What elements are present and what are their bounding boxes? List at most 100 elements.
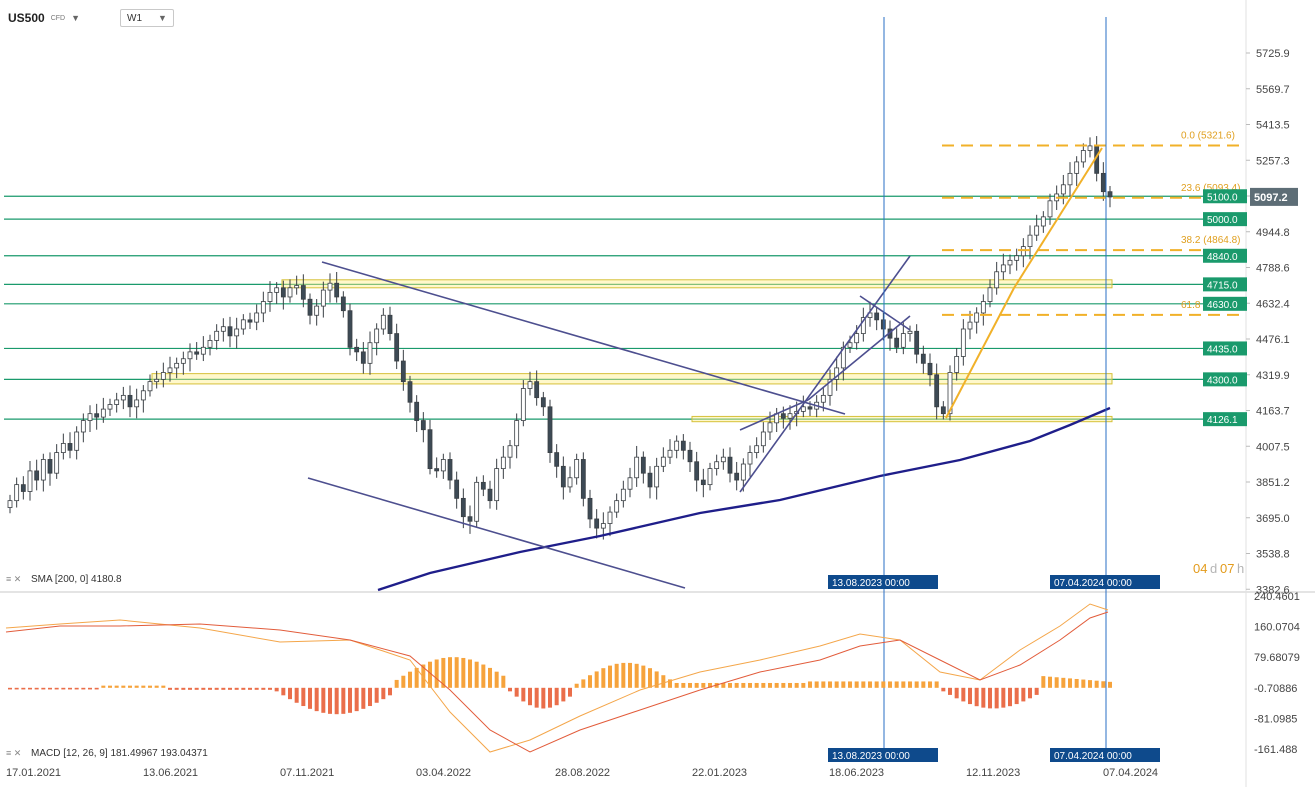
candle-body[interactable] [1047, 200, 1053, 218]
candle-body[interactable] [200, 346, 206, 355]
candle-body[interactable] [900, 333, 906, 348]
trend-line[interactable] [321, 261, 846, 415]
trend-line[interactable] [307, 477, 686, 589]
candle-body[interactable] [294, 285, 300, 289]
candle-body[interactable] [140, 390, 146, 401]
candle-body[interactable] [407, 381, 413, 403]
candle-body[interactable] [1034, 225, 1040, 236]
symbol-chevron-down-icon[interactable]: ▼ [71, 13, 81, 23]
candle-body[interactable] [1067, 172, 1073, 186]
candle-body[interactable] [394, 333, 400, 362]
candle-body[interactable] [974, 312, 980, 323]
candle-body[interactable] [414, 401, 420, 421]
candle-body[interactable] [334, 282, 340, 298]
candle-body[interactable] [40, 459, 46, 481]
candle-body[interactable] [367, 342, 373, 364]
candle-body[interactable] [947, 372, 953, 415]
candle-body[interactable] [874, 312, 880, 321]
candle-body[interactable] [580, 459, 586, 499]
candle-body[interactable] [720, 456, 726, 463]
trend-line[interactable] [739, 255, 911, 493]
candle-body[interactable] [427, 429, 433, 470]
macd-line[interactable] [5, 603, 1109, 753]
candle-body[interactable] [467, 516, 473, 522]
candle-body[interactable] [240, 319, 246, 330]
candle-body[interactable] [440, 459, 446, 472]
candle-body[interactable] [220, 326, 226, 332]
candle-body[interactable] [687, 449, 693, 463]
candle-body[interactable] [74, 431, 80, 451]
candle-body[interactable] [420, 420, 426, 431]
candle-body[interactable] [834, 367, 840, 380]
candle-body[interactable] [754, 445, 760, 453]
candle-body[interactable] [114, 399, 120, 405]
candle-body[interactable] [594, 518, 600, 529]
candle-body[interactable] [214, 330, 220, 341]
candle-body[interactable] [27, 470, 33, 492]
candle-body[interactable] [1027, 234, 1033, 248]
candle-body[interactable] [740, 463, 746, 481]
candle-body[interactable] [547, 406, 553, 453]
candle-body[interactable] [967, 321, 973, 330]
candle-body[interactable] [667, 449, 673, 458]
candle-body[interactable] [760, 431, 766, 447]
candle-body[interactable] [47, 459, 53, 474]
candle-body[interactable] [87, 413, 93, 421]
candle-body[interactable] [987, 287, 993, 302]
candle-body[interactable] [940, 406, 946, 415]
candle-body[interactable] [174, 362, 180, 369]
candle-body[interactable] [1020, 246, 1026, 257]
support-zone[interactable] [281, 279, 1113, 289]
candle-body[interactable] [487, 488, 493, 502]
candle-body[interactable] [767, 422, 773, 433]
candle-body[interactable] [587, 497, 593, 520]
candle-body[interactable] [1014, 255, 1020, 261]
candle-body[interactable] [934, 374, 940, 408]
candle-body[interactable] [160, 372, 166, 380]
candle-body[interactable] [860, 317, 866, 334]
candle-body[interactable] [260, 301, 266, 314]
candle-body[interactable] [880, 319, 886, 330]
candle-body[interactable] [20, 484, 26, 492]
candle-body[interactable] [120, 394, 126, 401]
candle-body[interactable] [787, 413, 793, 419]
candle-body[interactable] [180, 358, 186, 364]
candle-body[interactable] [434, 468, 440, 472]
candle-body[interactable] [554, 452, 560, 467]
candle-body[interactable] [280, 287, 286, 298]
candle-body[interactable] [680, 440, 686, 451]
candle-body[interactable] [80, 420, 86, 433]
trend-line[interactable] [807, 315, 911, 401]
candle-body[interactable] [507, 445, 513, 458]
candle-body[interactable] [560, 465, 566, 488]
candle-body[interactable] [960, 328, 966, 357]
candle-body[interactable] [640, 456, 646, 474]
candle-body[interactable] [1060, 184, 1066, 195]
candle-body[interactable] [327, 282, 333, 291]
candle-body[interactable] [734, 472, 740, 481]
candle-body[interactable] [254, 312, 260, 323]
candle-body[interactable] [747, 452, 753, 465]
candle-body[interactable] [714, 461, 720, 470]
candle-body[interactable] [614, 500, 620, 513]
candle-body[interactable] [520, 388, 526, 421]
timeframe-select[interactable]: W1 ▼ [120, 9, 174, 27]
candle-body[interactable] [634, 456, 640, 479]
candle-body[interactable] [320, 289, 326, 307]
sma-200-line[interactable] [377, 406, 1111, 592]
candle-body[interactable] [980, 301, 986, 314]
candle-body[interactable] [167, 367, 173, 373]
candle-body[interactable] [380, 314, 386, 330]
candle-body[interactable] [374, 328, 380, 344]
candle-body[interactable] [707, 468, 713, 486]
candle-body[interactable] [207, 340, 213, 348]
candle-body[interactable] [920, 353, 926, 364]
candle-body[interactable] [460, 497, 466, 518]
candle-body[interactable] [387, 314, 393, 334]
candle-body[interactable] [100, 408, 106, 418]
candle-body[interactable] [7, 500, 13, 508]
candle-body[interactable] [354, 346, 360, 353]
candle-body[interactable] [654, 465, 660, 488]
macd-signal-line[interactable] [5, 611, 1109, 753]
candle-body[interactable] [454, 479, 460, 499]
